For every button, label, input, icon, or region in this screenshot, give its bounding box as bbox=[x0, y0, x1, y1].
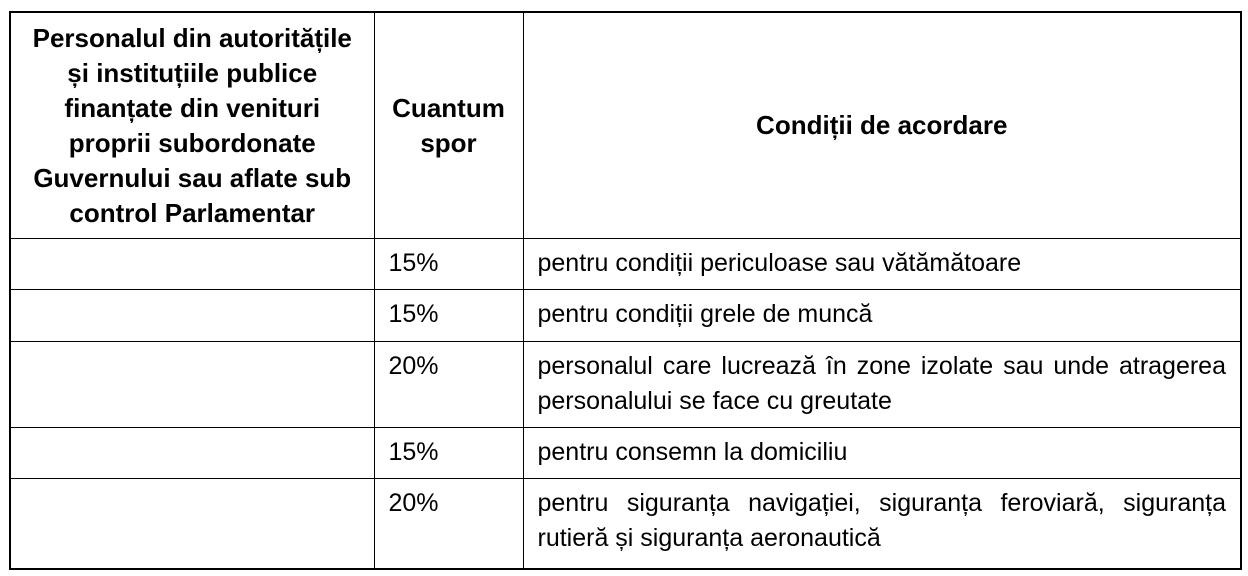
category-cell bbox=[9, 238, 375, 290]
cuantum-cell: 15% bbox=[373, 238, 524, 290]
cuantum-cell: 20% bbox=[373, 478, 524, 569]
table-row: 15% pentru condiții periculoase sau vătă… bbox=[9, 238, 1242, 290]
table-row: 15% pentru condiții grele de muncă bbox=[9, 289, 1242, 342]
table-body: 15% pentru condiții periculoase sau vătă… bbox=[9, 238, 1242, 569]
table-row: 20% pentru siguranța navigației, siguran… bbox=[9, 478, 1242, 569]
category-cell bbox=[9, 341, 375, 428]
cuantum-cell: 20% bbox=[373, 341, 524, 428]
header-row: Personalul din autoritățile și instituți… bbox=[9, 11, 1242, 239]
table-header: Personalul din autoritățile și instituți… bbox=[9, 11, 1242, 239]
header-cuantum-spor: Cuantum spor bbox=[373, 11, 524, 239]
table-row: 20% personalul care lucrează în zone izo… bbox=[9, 341, 1242, 428]
conditii-cell: personalul care lucrează în zone izolate… bbox=[522, 341, 1242, 428]
conditii-cell: pentru condiții grele de muncă bbox=[522, 289, 1242, 342]
category-cell bbox=[9, 289, 375, 342]
cuantum-cell: 15% bbox=[373, 427, 524, 479]
cuantum-cell: 15% bbox=[373, 289, 524, 342]
allowance-table: Personalul din autoritățile și instituți… bbox=[9, 11, 1242, 570]
category-cell bbox=[9, 427, 375, 479]
conditii-cell: pentru siguranța navigației, siguranța f… bbox=[522, 478, 1242, 569]
header-personnel: Personalul din autoritățile și instituți… bbox=[9, 11, 375, 239]
category-cell bbox=[9, 478, 375, 569]
conditii-cell: pentru consemn la domiciliu bbox=[522, 427, 1242, 479]
table-row: 15% pentru consemn la domiciliu bbox=[9, 427, 1242, 479]
conditii-cell: pentru condiții periculoase sau vătămăto… bbox=[522, 238, 1242, 290]
header-conditii-acordare: Condiții de acordare bbox=[522, 11, 1242, 239]
